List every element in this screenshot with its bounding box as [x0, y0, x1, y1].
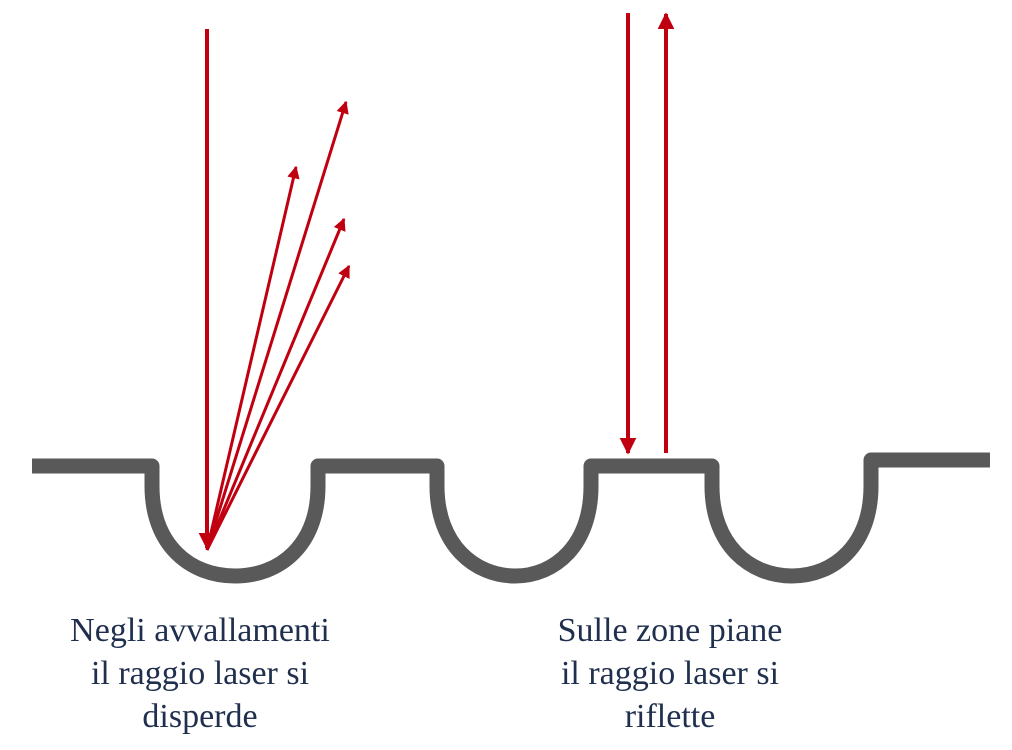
caption-lands: Sulle zone piane il raggio laser si rifl…: [500, 609, 840, 738]
caption-lands-line-3: riflette: [624, 698, 716, 735]
scattered-laser-beam-2: [205, 165, 300, 551]
caption-pits: Negli avvallamenti il raggio laser si di…: [30, 609, 370, 738]
caption-lands-line-1: Sulle zone piane: [557, 612, 783, 649]
caption-lands-line-2: il raggio laser si: [560, 655, 780, 692]
scattered-laser-beam-1: [205, 100, 349, 551]
disc-surface-profile: [32, 452, 990, 584]
scattered-laser-beam-3: [205, 217, 346, 551]
caption-pits-line-2: il raggio laser si: [90, 655, 310, 692]
scattered-laser-beam-4: [205, 264, 351, 551]
caption-pits-line-1: Negli avvallamenti: [70, 612, 330, 649]
caption-pits-line-3: disperde: [142, 698, 258, 735]
